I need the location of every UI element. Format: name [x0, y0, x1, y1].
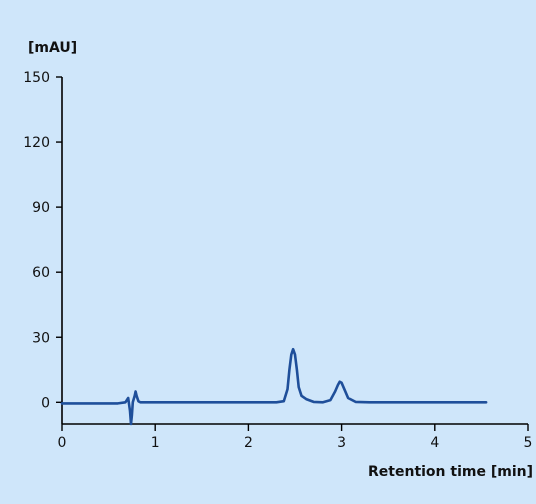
y-tick-label: 150 [23, 70, 50, 86]
y-tick-label: 120 [23, 135, 50, 151]
x-tick-label: 3 [337, 435, 346, 451]
x-tick-label: 5 [524, 435, 533, 451]
x-tick-label: 0 [58, 435, 67, 451]
axes: 0 30 60 90 120 150 0 1 2 3 4 5 [23, 70, 532, 451]
y-tick-label: 90 [32, 200, 50, 216]
x-tick-label: 4 [430, 435, 439, 451]
y-axis-title: [mAU] [28, 40, 77, 56]
x-tick-label: 2 [244, 435, 253, 451]
y-tick-label: 60 [32, 265, 50, 281]
y-tick-label: 30 [32, 330, 50, 346]
x-tick-label: 1 [151, 435, 160, 451]
chromatogram-trace [60, 347, 488, 426]
y-tick-label: 0 [41, 395, 50, 411]
x-axis-title: Retention time [min] [368, 464, 533, 480]
plot-area [60, 347, 488, 426]
